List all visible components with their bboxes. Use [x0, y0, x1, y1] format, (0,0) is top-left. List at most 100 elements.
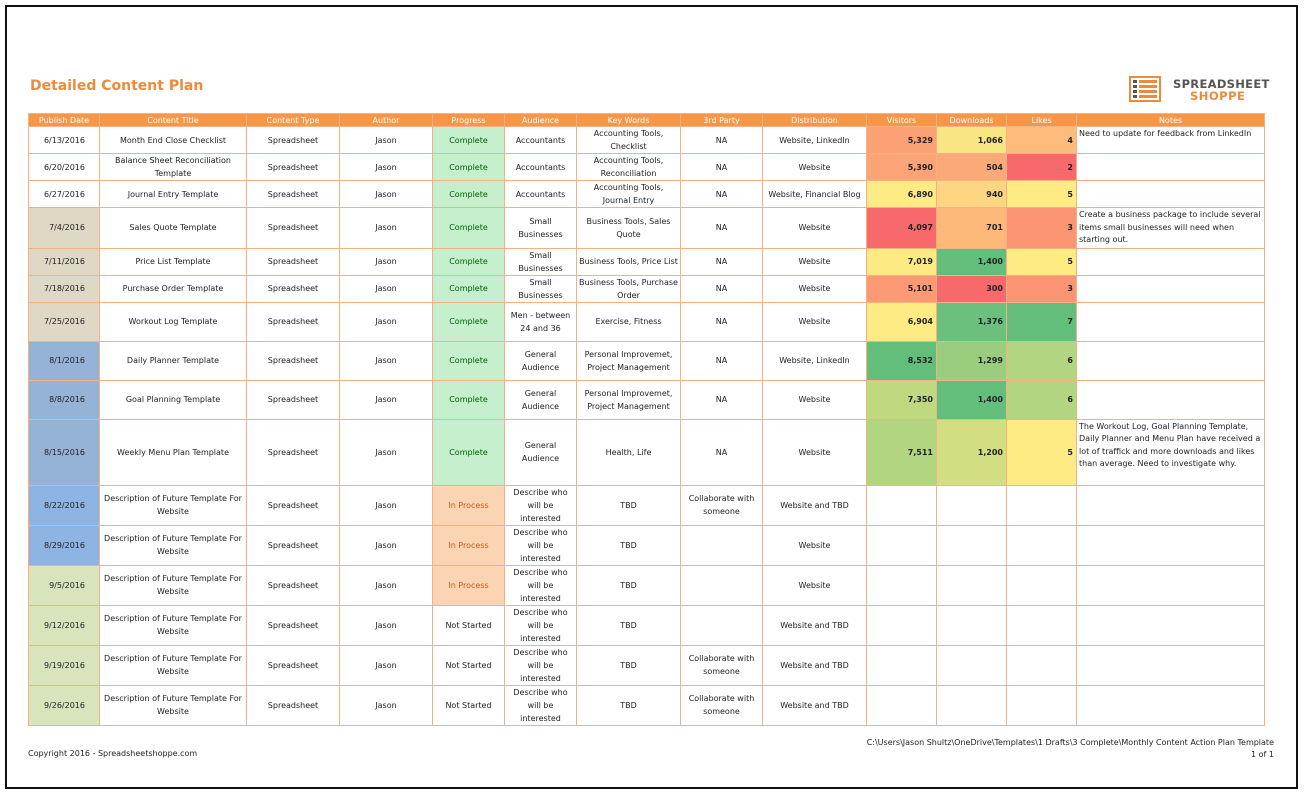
cell-notes[interactable]: Create a business package to include sev…: [1076, 207, 1265, 249]
cell-visitors[interactable]: [866, 564, 937, 606]
cell-likes[interactable]: 5: [1006, 247, 1077, 276]
cell-audience[interactable]: Describe who will be interested: [504, 484, 577, 526]
cell-author[interactable]: Jason: [339, 126, 433, 154]
col-header-publish-date[interactable]: Publish Date: [28, 113, 100, 127]
cell-publish-date[interactable]: 8/29/2016: [28, 524, 100, 566]
cell-distribution[interactable]: Website: [762, 274, 867, 303]
cell-visitors[interactable]: 5,101: [866, 274, 937, 303]
cell-author[interactable]: Jason: [339, 564, 433, 606]
cell-likes[interactable]: 6: [1006, 379, 1077, 420]
cell-third-party[interactable]: [680, 564, 763, 606]
cell-downloads[interactable]: 1,400: [936, 247, 1007, 276]
cell-content-type[interactable]: Spreadsheet: [246, 524, 340, 566]
cell-publish-date[interactable]: 7/11/2016: [28, 247, 100, 276]
cell-audience[interactable]: General Audience: [504, 418, 577, 486]
cell-content-type[interactable]: Spreadsheet: [246, 604, 340, 646]
cell-distribution[interactable]: Website: [762, 207, 867, 249]
cell-notes[interactable]: [1076, 379, 1265, 420]
cell-third-party[interactable]: NA: [680, 418, 763, 486]
col-header-distribution[interactable]: Distribution: [762, 113, 867, 127]
col-header-progress[interactable]: Progress: [432, 113, 505, 127]
col-header-visitors[interactable]: Visitors: [866, 113, 937, 127]
cell-publish-date[interactable]: 9/5/2016: [28, 564, 100, 606]
cell-downloads[interactable]: [936, 524, 1007, 566]
cell-content-type[interactable]: Spreadsheet: [246, 484, 340, 526]
cell-audience[interactable]: Accountants: [504, 153, 577, 181]
cell-key-words[interactable]: Accounting Tools, Checklist: [576, 126, 681, 154]
col-header-content-type[interactable]: Content Type: [246, 113, 340, 127]
cell-content-type[interactable]: Spreadsheet: [246, 340, 340, 381]
cell-key-words[interactable]: Accounting Tools, Journal Entry: [576, 180, 681, 208]
cell-downloads[interactable]: 300: [936, 274, 1007, 303]
cell-audience[interactable]: Describe who will be interested: [504, 684, 577, 726]
cell-content-title[interactable]: Description of Future Template For Websi…: [99, 604, 247, 646]
cell-key-words[interactable]: TBD: [576, 524, 681, 566]
cell-distribution[interactable]: Website and TBD: [762, 484, 867, 526]
cell-third-party[interactable]: Collaborate with someone: [680, 484, 763, 526]
cell-likes[interactable]: [1006, 484, 1077, 526]
cell-content-type[interactable]: Spreadsheet: [246, 247, 340, 276]
cell-publish-date[interactable]: 8/8/2016: [28, 379, 100, 420]
cell-author[interactable]: Jason: [339, 247, 433, 276]
cell-publish-date[interactable]: 8/22/2016: [28, 484, 100, 526]
cell-key-words[interactable]: Personal Improvemet, Project Management: [576, 379, 681, 420]
cell-content-type[interactable]: Spreadsheet: [246, 207, 340, 249]
cell-audience[interactable]: Describe who will be interested: [504, 604, 577, 646]
cell-content-title[interactable]: Goal Planning Template: [99, 379, 247, 420]
cell-distribution[interactable]: Website: [762, 379, 867, 420]
cell-publish-date[interactable]: 6/13/2016: [28, 126, 100, 154]
cell-content-title[interactable]: Sales Quote Template: [99, 207, 247, 249]
cell-key-words[interactable]: Personal Improvemet, Project Management: [576, 340, 681, 381]
cell-visitors[interactable]: [866, 484, 937, 526]
cell-content-type[interactable]: Spreadsheet: [246, 379, 340, 420]
cell-author[interactable]: Jason: [339, 274, 433, 303]
cell-author[interactable]: Jason: [339, 301, 433, 342]
cell-publish-date[interactable]: 9/19/2016: [28, 644, 100, 686]
cell-content-title[interactable]: Description of Future Template For Websi…: [99, 484, 247, 526]
cell-likes[interactable]: 6: [1006, 340, 1077, 381]
cell-progress[interactable]: Complete: [432, 207, 505, 249]
cell-key-words[interactable]: TBD: [576, 564, 681, 606]
cell-key-words[interactable]: TBD: [576, 484, 681, 526]
cell-third-party[interactable]: NA: [680, 126, 763, 154]
cell-author[interactable]: Jason: [339, 684, 433, 726]
cell-distribution[interactable]: Website: [762, 301, 867, 342]
cell-author[interactable]: Jason: [339, 379, 433, 420]
cell-distribution[interactable]: Website and TBD: [762, 644, 867, 686]
cell-notes[interactable]: [1076, 153, 1265, 181]
cell-notes[interactable]: [1076, 684, 1265, 726]
cell-audience[interactable]: General Audience: [504, 379, 577, 420]
cell-notes[interactable]: [1076, 644, 1265, 686]
cell-content-title[interactable]: Description of Future Template For Websi…: [99, 564, 247, 606]
cell-downloads[interactable]: 940: [936, 180, 1007, 208]
cell-distribution[interactable]: Website: [762, 418, 867, 486]
cell-downloads[interactable]: 1,200: [936, 418, 1007, 486]
cell-notes[interactable]: [1076, 484, 1265, 526]
cell-content-type[interactable]: Spreadsheet: [246, 153, 340, 181]
cell-downloads[interactable]: 701: [936, 207, 1007, 249]
cell-third-party[interactable]: [680, 604, 763, 646]
cell-author[interactable]: Jason: [339, 153, 433, 181]
cell-progress[interactable]: Complete: [432, 126, 505, 154]
cell-publish-date[interactable]: 8/15/2016: [28, 418, 100, 486]
cell-likes[interactable]: 3: [1006, 274, 1077, 303]
cell-visitors[interactable]: 7,019: [866, 247, 937, 276]
cell-downloads[interactable]: 1,066: [936, 126, 1007, 154]
cell-distribution[interactable]: Website: [762, 153, 867, 181]
cell-notes[interactable]: [1076, 564, 1265, 606]
cell-visitors[interactable]: 7,511: [866, 418, 937, 486]
cell-notes[interactable]: [1076, 301, 1265, 342]
cell-content-type[interactable]: Spreadsheet: [246, 418, 340, 486]
cell-likes[interactable]: [1006, 684, 1077, 726]
cell-third-party[interactable]: NA: [680, 301, 763, 342]
cell-content-type[interactable]: Spreadsheet: [246, 274, 340, 303]
col-header-notes[interactable]: Notes: [1076, 113, 1265, 127]
cell-distribution[interactable]: Website and TBD: [762, 684, 867, 726]
cell-content-title[interactable]: Price List Template: [99, 247, 247, 276]
cell-third-party[interactable]: NA: [680, 153, 763, 181]
cell-publish-date[interactable]: 6/27/2016: [28, 180, 100, 208]
cell-key-words[interactable]: Business Tools, Sales Quote: [576, 207, 681, 249]
cell-publish-date[interactable]: 7/25/2016: [28, 301, 100, 342]
cell-progress[interactable]: Not Started: [432, 684, 505, 726]
cell-progress[interactable]: Not Started: [432, 604, 505, 646]
